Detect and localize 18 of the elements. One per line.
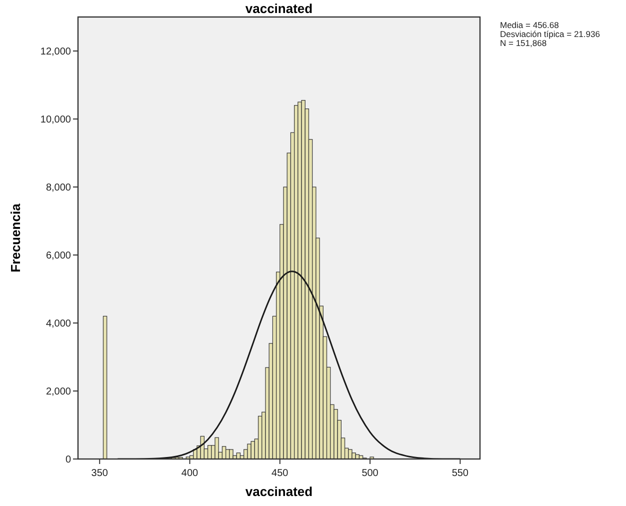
- text: Desviación típica = 21.936: [500, 29, 600, 39]
- x-tick-label: 550: [452, 468, 469, 479]
- y-tick-label: 10,000: [40, 114, 72, 126]
- x-tick-label: 450: [272, 468, 289, 479]
- y-tick-label: 6,000: [46, 250, 72, 262]
- x-tick-label: 400: [181, 468, 199, 479]
- text: N = 151,868: [500, 38, 547, 48]
- text: Media = 456.68: [500, 20, 560, 30]
- y-tick-label: 4,000: [46, 318, 72, 330]
- y-tick-label: 8,000: [46, 182, 72, 194]
- y-axis-title: Frecuencia: [8, 202, 23, 272]
- y-tick-label: 2,000: [46, 386, 72, 398]
- chart-title: vaccinated: [245, 1, 313, 16]
- x-tick-label: 500: [362, 468, 379, 479]
- x-tick-label: 350: [91, 468, 108, 479]
- x-axis-title: vaccinated: [245, 484, 313, 499]
- y-tick-label: 12,000: [40, 46, 72, 58]
- y-tick-label: 0: [65, 454, 72, 466]
